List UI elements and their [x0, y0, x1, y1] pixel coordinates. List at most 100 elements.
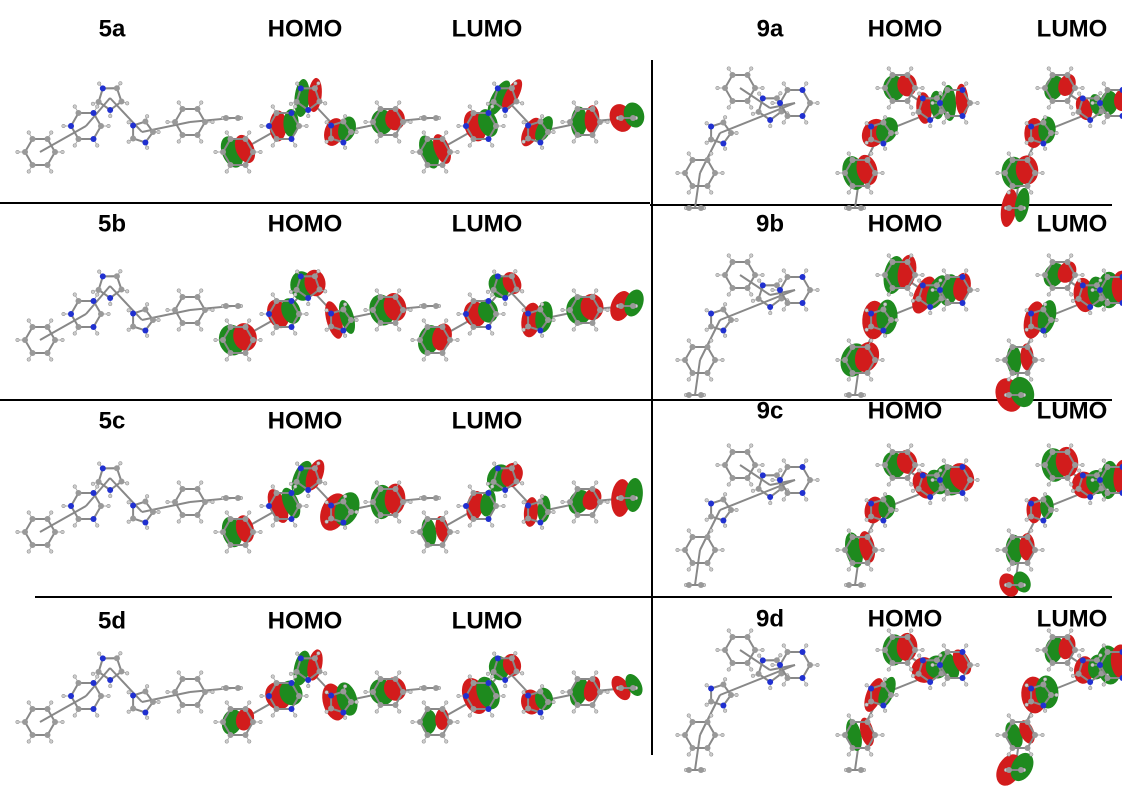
atom: [1064, 634, 1071, 641]
hydrogen: [324, 120, 329, 125]
hydrogen: [928, 310, 933, 316]
atom: [864, 344, 871, 351]
atom: [1032, 732, 1038, 738]
atom: [90, 298, 97, 305]
hydrogen: [804, 120, 809, 125]
hydrogen: [1029, 528, 1034, 533]
atom: [439, 541, 446, 548]
atom: [439, 161, 446, 168]
atom: [1064, 97, 1071, 104]
atom: [227, 161, 234, 168]
atom: [266, 503, 272, 509]
hydrogen: [864, 517, 869, 522]
atom: [1002, 357, 1008, 363]
hydrogen: [501, 123, 506, 129]
lumo-label: LUMO: [1037, 605, 1108, 632]
atom: [348, 699, 354, 705]
hydrogen: [995, 547, 1000, 553]
lumo-label: LUMO: [452, 407, 523, 434]
orbital-lobe: [955, 83, 969, 117]
atom: [1064, 259, 1071, 266]
hydrogen: [704, 308, 709, 313]
atom: [288, 680, 295, 687]
atom: [525, 705, 532, 712]
atom: [142, 139, 149, 146]
hydrogen: [26, 739, 31, 744]
hydrogen: [213, 149, 218, 155]
hydrogen: [686, 713, 691, 718]
atom: [266, 311, 272, 317]
hydrogen: [709, 713, 714, 718]
atom: [937, 287, 943, 293]
atom: [1075, 485, 1082, 492]
atom: [1119, 490, 1122, 496]
atom: [68, 693, 74, 699]
atom: [846, 582, 852, 588]
atom: [1104, 274, 1111, 281]
hydrogen: [917, 653, 922, 658]
lumo-label: LUMO: [452, 607, 523, 634]
hydrogen: [605, 499, 610, 505]
atom: [722, 85, 728, 91]
orbital-lobe: [235, 515, 255, 543]
atom: [967, 477, 973, 483]
hydrogen: [374, 327, 379, 332]
hydrogen: [709, 528, 714, 533]
atom: [433, 115, 439, 121]
hydrogen: [1006, 713, 1011, 718]
atom: [328, 310, 335, 317]
hydrogen: [293, 143, 298, 148]
atom: [744, 97, 751, 104]
atom: [1104, 464, 1111, 471]
atom: [490, 478, 497, 485]
hydrogen: [485, 289, 491, 294]
atom: [470, 323, 477, 330]
atom: [1006, 767, 1012, 773]
hydrogen: [880, 547, 885, 553]
hydrogen: [444, 739, 449, 744]
hydrogen: [1029, 377, 1034, 382]
atom: [242, 731, 249, 738]
hydrogen: [467, 484, 472, 489]
hydrogen: [723, 115, 728, 120]
hydrogen: [324, 308, 329, 313]
hydrogen: [324, 519, 329, 524]
atom: [849, 182, 856, 189]
hydrogen: [456, 311, 461, 317]
atom: [1024, 344, 1031, 351]
atom: [1024, 719, 1031, 726]
atom: [868, 685, 875, 692]
atom: [107, 486, 114, 493]
hydrogen: [835, 547, 840, 553]
hydrogen: [95, 713, 100, 718]
hydrogen: [456, 123, 461, 129]
hydrogen: [894, 692, 899, 698]
hydrogen: [880, 732, 885, 738]
atom: [1040, 681, 1047, 688]
hydrogen: [781, 268, 786, 273]
hydrogen: [60, 529, 65, 535]
hydrogen: [270, 484, 275, 489]
atom: [944, 299, 951, 306]
atom: [1006, 205, 1012, 211]
hydrogen: [1069, 253, 1074, 258]
atom: [485, 490, 492, 497]
hydrogen: [941, 497, 946, 502]
hydrogen: [723, 523, 728, 528]
hydrogen: [1070, 111, 1076, 116]
hydrogen: [210, 307, 215, 313]
hydrogen: [869, 190, 874, 195]
atom: [704, 369, 711, 376]
hydrogen: [894, 507, 899, 513]
atom: [220, 719, 226, 725]
atom: [525, 502, 532, 509]
atom: [392, 486, 399, 493]
atom: [889, 284, 896, 291]
atom: [95, 286, 102, 293]
hydrogen: [781, 682, 786, 687]
atom: [1040, 702, 1047, 709]
atom: [223, 495, 229, 501]
atom: [618, 115, 624, 121]
hydrogen: [270, 292, 275, 297]
atom: [179, 701, 186, 708]
